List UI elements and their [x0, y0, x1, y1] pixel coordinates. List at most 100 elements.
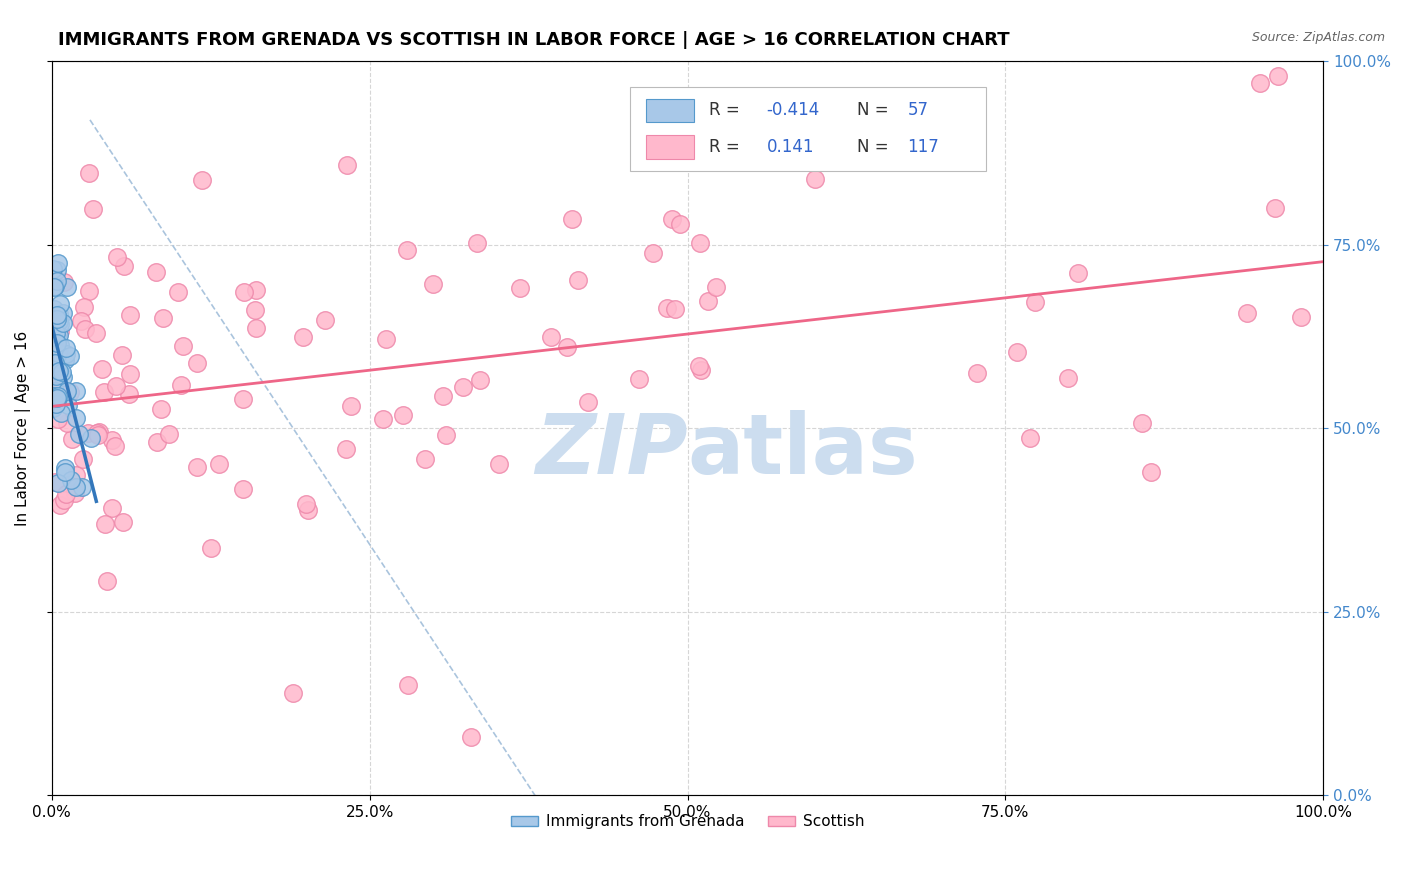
Point — [72, 480, 94, 494]
Point — [82, 202, 104, 216]
Point — [186, 459, 208, 474]
Point — [52, 370, 75, 384]
Point — [52, 306, 75, 320]
Point — [689, 363, 711, 377]
Point — [91, 362, 114, 376]
Point — [46, 308, 69, 322]
Point — [335, 442, 357, 456]
Point — [1249, 76, 1271, 90]
Text: ZIP: ZIP — [534, 409, 688, 491]
Point — [44, 388, 66, 402]
Point — [87, 428, 110, 442]
Point — [73, 301, 96, 315]
Point — [422, 277, 444, 291]
Point — [117, 387, 139, 401]
Point — [63, 486, 86, 500]
Point — [314, 313, 336, 327]
Point — [89, 425, 111, 439]
Point — [46, 391, 69, 405]
Text: 0.141: 0.141 — [766, 138, 814, 156]
Point — [1067, 266, 1090, 280]
Point — [73, 322, 96, 336]
Point — [661, 211, 683, 226]
Point — [49, 324, 72, 338]
Point — [45, 316, 67, 330]
Point — [243, 302, 266, 317]
Text: N =: N = — [856, 102, 894, 120]
Point — [1236, 306, 1258, 320]
Point — [49, 317, 72, 331]
Point — [200, 541, 222, 555]
Point — [297, 502, 319, 516]
Point — [55, 487, 77, 501]
Point — [45, 311, 67, 326]
Point — [56, 416, 79, 430]
Point — [105, 250, 128, 264]
Point — [86, 426, 108, 441]
Point — [70, 314, 93, 328]
Point — [41, 339, 63, 353]
Bar — [645, 99, 695, 122]
Point — [48, 314, 70, 328]
Bar — [645, 136, 695, 159]
Point — [120, 308, 142, 322]
Point — [53, 352, 76, 367]
Point — [191, 172, 214, 186]
Point — [145, 435, 167, 450]
Point — [1018, 431, 1040, 445]
Point — [65, 467, 87, 482]
Point — [697, 293, 720, 308]
Point — [641, 246, 664, 260]
Point — [371, 412, 394, 426]
Point — [232, 392, 254, 406]
Text: -0.414: -0.414 — [766, 102, 820, 120]
Point — [44, 302, 66, 317]
Point — [49, 297, 72, 311]
Point — [46, 411, 69, 425]
Point — [45, 372, 67, 386]
Point — [45, 326, 67, 340]
Point — [52, 316, 75, 330]
Point — [48, 346, 70, 360]
Point — [576, 394, 599, 409]
Point — [41, 318, 63, 333]
Point — [100, 500, 122, 515]
Point — [340, 400, 363, 414]
Point — [46, 391, 69, 405]
Point — [150, 401, 173, 416]
Point — [112, 515, 135, 529]
Point — [79, 431, 101, 445]
Text: 57: 57 — [907, 102, 928, 120]
Point — [104, 439, 127, 453]
Point — [48, 327, 70, 342]
Bar — [630, 87, 987, 171]
Point — [93, 385, 115, 400]
Point — [689, 235, 711, 250]
Point — [432, 389, 454, 403]
Point — [46, 314, 69, 328]
Point — [46, 255, 69, 269]
Point — [44, 475, 66, 489]
Point — [232, 482, 254, 496]
Point — [84, 326, 107, 341]
Text: atlas: atlas — [688, 409, 918, 491]
Point — [488, 457, 510, 471]
Text: IMMIGRANTS FROM GRENADA VS SCOTTISH IN LABOR FORCE | AGE > 16 CORRELATION CHART: IMMIGRANTS FROM GRENADA VS SCOTTISH IN L… — [59, 31, 1010, 49]
Point — [145, 264, 167, 278]
Point — [664, 302, 686, 317]
Point — [186, 356, 208, 370]
Point — [65, 411, 87, 425]
Point — [655, 301, 678, 316]
Point — [470, 373, 492, 387]
Point — [283, 685, 305, 699]
Point — [294, 497, 316, 511]
Point — [60, 432, 83, 446]
Text: R =: R = — [709, 138, 745, 156]
Point — [45, 263, 67, 277]
Point — [94, 517, 117, 532]
Text: R =: R = — [709, 102, 745, 120]
Point — [63, 480, 86, 494]
Point — [434, 427, 457, 442]
Point — [396, 243, 419, 257]
Point — [42, 279, 65, 293]
